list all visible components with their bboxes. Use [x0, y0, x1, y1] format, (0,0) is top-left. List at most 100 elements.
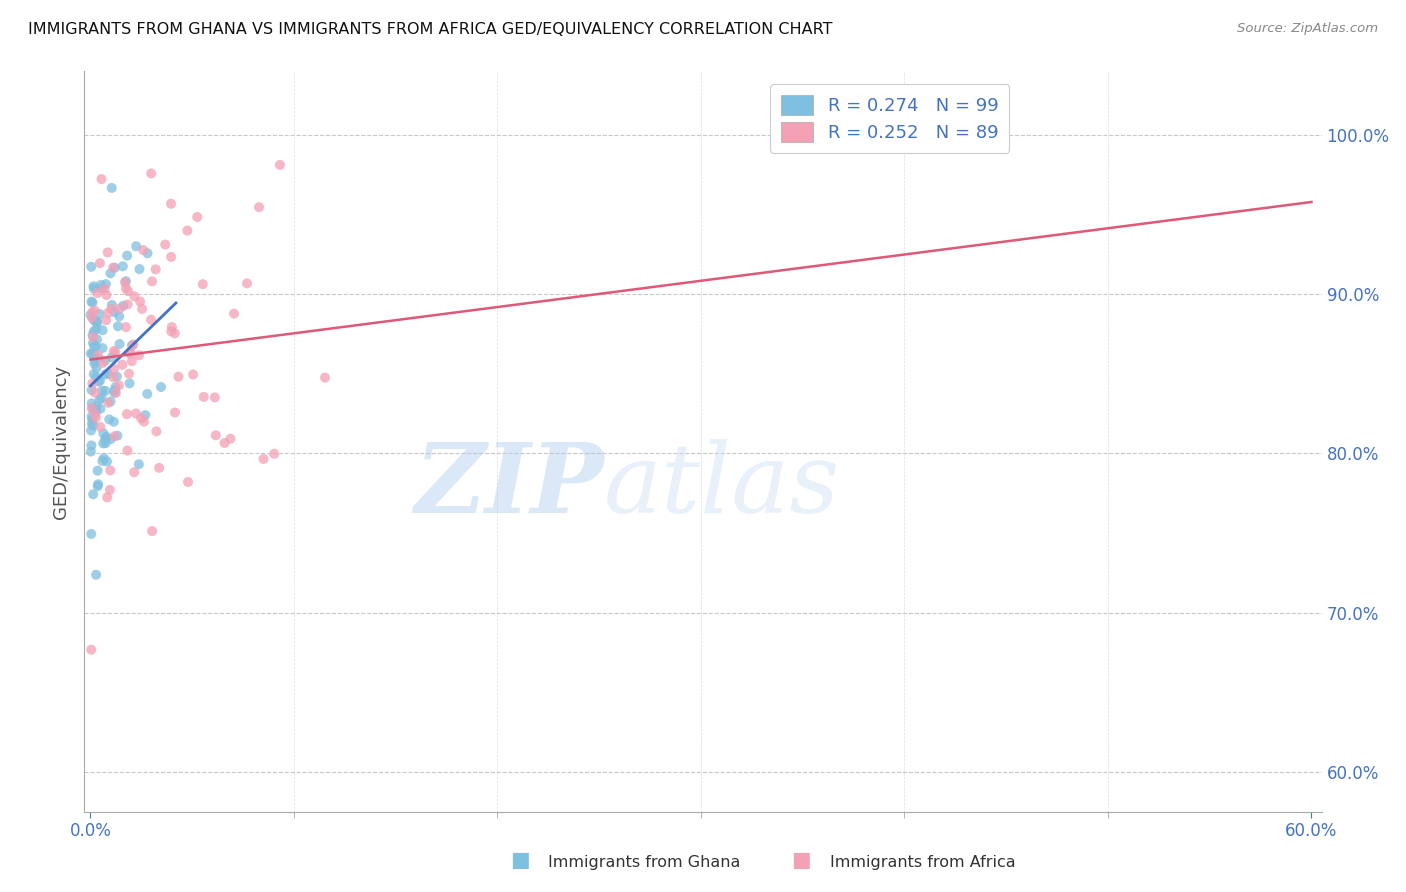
Point	[80, 424, 103, 438]
Point	[83, 340, 105, 354]
Point	[90, 281, 112, 295]
Point	[128, 348, 150, 362]
Point	[86, 479, 108, 493]
Point	[82, 295, 104, 310]
Point	[111, 260, 134, 274]
Point	[128, 457, 150, 471]
Point	[96, 430, 118, 444]
Point	[94, 368, 117, 382]
Point	[80, 294, 103, 309]
Point	[204, 428, 226, 442]
Point	[115, 407, 138, 421]
Point	[94, 384, 117, 398]
Point	[101, 298, 124, 312]
Point	[86, 370, 108, 384]
Point	[80, 642, 103, 657]
Point	[108, 301, 131, 316]
Point	[263, 447, 285, 461]
Point	[108, 378, 131, 392]
Point	[91, 436, 114, 450]
Point	[79, 308, 101, 322]
Point	[103, 385, 125, 400]
Point	[122, 337, 145, 351]
Point	[86, 322, 108, 336]
Point	[89, 420, 111, 434]
Point	[86, 464, 108, 478]
Point	[100, 394, 122, 409]
Point	[83, 347, 105, 361]
Point	[108, 337, 131, 351]
Point	[84, 404, 107, 418]
Point	[87, 348, 110, 362]
Point	[105, 428, 128, 442]
Text: Source: ZipAtlas.com: Source: ZipAtlas.com	[1237, 22, 1378, 36]
Point	[160, 320, 183, 334]
Point	[83, 367, 105, 381]
Point	[136, 387, 159, 401]
Point	[103, 429, 125, 443]
Point	[94, 436, 117, 450]
Point	[83, 303, 105, 318]
Point	[112, 299, 135, 313]
Point	[100, 301, 122, 316]
Point	[193, 390, 215, 404]
Point	[132, 415, 155, 429]
Point	[89, 374, 111, 388]
Point	[86, 285, 108, 300]
Point	[94, 432, 117, 446]
Text: ■: ■	[510, 850, 530, 870]
Point	[163, 326, 186, 341]
Point	[86, 332, 108, 346]
Point	[96, 454, 118, 468]
Point	[100, 351, 122, 365]
Point	[86, 400, 108, 414]
Point	[80, 396, 103, 410]
Point	[90, 391, 112, 405]
Point	[117, 297, 139, 311]
Point	[82, 487, 104, 501]
Point	[89, 401, 111, 416]
Point	[219, 432, 242, 446]
Point	[103, 384, 125, 398]
Point	[87, 375, 110, 389]
Point	[82, 412, 104, 426]
Point	[111, 358, 134, 372]
Point	[114, 275, 136, 289]
Point	[84, 567, 107, 582]
Point	[84, 408, 107, 422]
Point	[115, 320, 138, 334]
Point	[222, 307, 245, 321]
Point	[121, 354, 143, 368]
Point	[84, 404, 107, 418]
Point	[115, 281, 138, 295]
Point	[97, 245, 120, 260]
Point	[83, 279, 105, 293]
Point	[145, 425, 167, 439]
Point	[148, 461, 170, 475]
Point	[100, 266, 122, 280]
Point	[115, 249, 138, 263]
Point	[160, 250, 183, 264]
Point	[80, 383, 103, 397]
Point	[181, 368, 204, 382]
Point	[125, 239, 148, 253]
Legend: R = 0.274   N = 99, R = 0.252   N = 89: R = 0.274 N = 99, R = 0.252 N = 89	[770, 84, 1010, 153]
Point	[94, 313, 117, 327]
Point	[314, 370, 336, 384]
Point	[214, 436, 236, 450]
Point	[108, 310, 131, 324]
Point	[118, 367, 141, 381]
Point	[139, 312, 162, 326]
Point	[104, 385, 127, 400]
Point	[94, 353, 117, 368]
Point	[87, 477, 110, 491]
Point	[105, 369, 128, 384]
Point	[94, 277, 117, 291]
Point	[177, 475, 200, 489]
Point	[101, 370, 124, 384]
Point	[176, 224, 198, 238]
Point	[98, 463, 121, 477]
Point	[121, 338, 143, 352]
Point	[91, 384, 114, 398]
Point	[145, 262, 167, 277]
